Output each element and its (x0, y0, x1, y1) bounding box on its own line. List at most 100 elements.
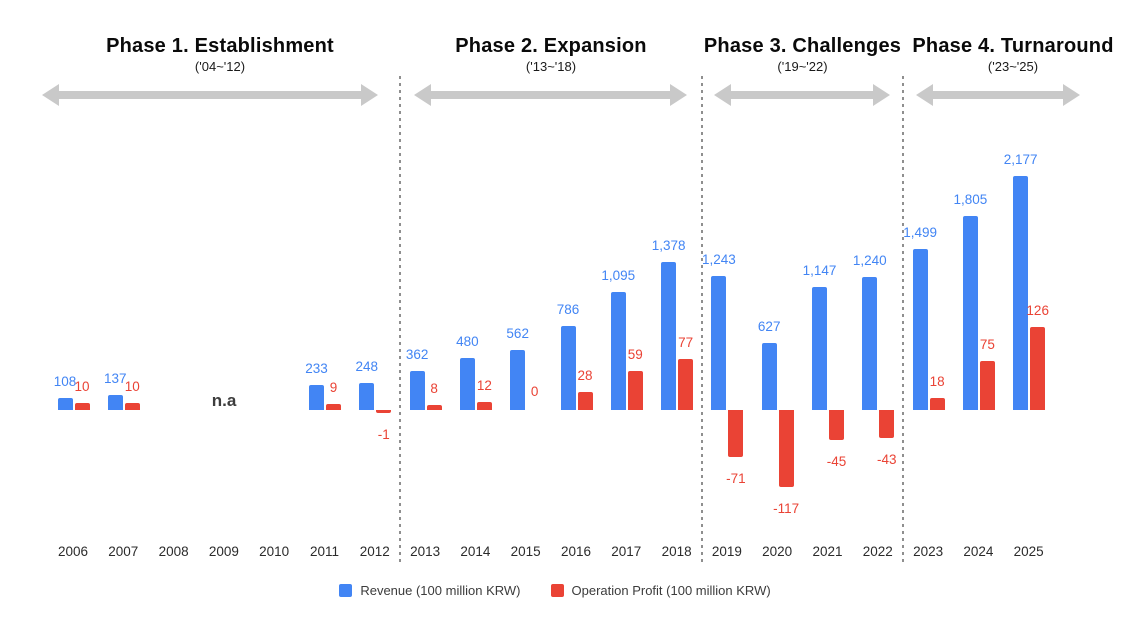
revenue-bar (57, 398, 73, 410)
revenue-bar (962, 215, 978, 410)
year-label: 2007 (108, 544, 139, 559)
revenue-bar (560, 325, 576, 410)
phase-title: Phase 4. Turnaround (912, 35, 1114, 57)
phase-separator (701, 76, 703, 565)
year-label: 2024 (963, 544, 994, 559)
profit-value-label: 12 (476, 378, 492, 394)
year-label: 2020 (762, 544, 793, 559)
year-label: 2022 (862, 544, 893, 559)
profit-value-label: 18 (929, 374, 945, 390)
year-label: 2013 (410, 544, 441, 559)
profit-bar (929, 398, 945, 410)
year-label: 2017 (611, 544, 642, 559)
profit-value-label: -117 (773, 501, 800, 517)
revenue-value-label: 627 (757, 318, 781, 334)
revenue-bar (1013, 175, 1029, 410)
year-label: 2019 (711, 544, 742, 559)
legend-item-operation-profit: Operation Profit (100 million KRW) (550, 583, 771, 598)
year-label: 2014 (460, 544, 491, 559)
revenue-value-label: 108 (53, 374, 77, 390)
profit-bar (326, 404, 341, 410)
profit-value-label: 75 (979, 336, 995, 352)
revenue-bar (107, 395, 123, 410)
legend-item-revenue: Revenue (100 million KRW) (339, 583, 521, 598)
phase-arrow-icon (714, 84, 890, 106)
year-label: 2023 (913, 544, 944, 559)
revenue-value-label: 786 (556, 301, 580, 317)
phase-range: ('04~'12) (194, 59, 246, 74)
year-label: 2021 (812, 544, 843, 559)
profit-value-label: 28 (577, 367, 593, 383)
profit-bar (979, 360, 995, 410)
year-label: 2006 (57, 544, 89, 559)
profit-bar (124, 403, 140, 410)
year-label: 2009 (208, 544, 239, 559)
revenue-value-label: 248 (355, 359, 379, 375)
profit-value-label: 9 (329, 380, 338, 396)
profit-bar (627, 371, 643, 410)
profit-value-label: 126 (1026, 302, 1049, 318)
revenue-value-label: 1,095 (601, 268, 636, 284)
year-label: 2010 (259, 544, 290, 559)
revenue-value-label: 233 (305, 360, 328, 376)
year-label: 2011 (309, 544, 340, 559)
revenue-value-label: 1,499 (903, 224, 937, 240)
operation-profit-swatch-icon (550, 584, 564, 597)
year-label: 2025 (1013, 544, 1044, 559)
profit-bar (74, 403, 90, 410)
profit-bar (728, 410, 744, 457)
profit-bar (678, 359, 694, 410)
profit-value-label: -45 (826, 453, 847, 469)
legend-label: Revenue (100 million KRW) (360, 583, 521, 598)
revenue-bar (812, 286, 827, 410)
na-annotation: n.a (211, 391, 237, 410)
phase-header-expansion: Phase 2. Expansion ('13~'18) (400, 34, 702, 106)
profit-bar (879, 410, 895, 439)
profit-bar (1030, 326, 1046, 410)
profit-value-label: -71 (726, 470, 746, 486)
revenue-bar (610, 292, 626, 410)
revenue-bar (459, 358, 475, 410)
phase-arrow-icon (42, 84, 378, 106)
phase-header-establishment: Phase 1. Establishment ('04~'12) (40, 34, 400, 106)
profit-value-label: 59 (627, 347, 643, 363)
phase-header-turnaround: Phase 4. Turnaround ('23~'25) (903, 34, 1123, 106)
year-label: 2012 (359, 544, 390, 559)
revenue-bar (309, 384, 324, 410)
revenue-bar (661, 261, 677, 410)
phase-range: ('13~'18) (525, 59, 577, 74)
revenue-bar (510, 349, 526, 410)
profit-value-label: 77 (678, 335, 694, 351)
revenue-value-label: 1,240 (852, 252, 887, 268)
phase-title: Phase 2. Expansion (455, 35, 647, 57)
phase-arrow-icon (414, 84, 687, 106)
profit-value-label: 10 (124, 379, 140, 395)
revenue-value-label: 2,177 (1003, 151, 1038, 167)
revenue-bar (359, 383, 375, 410)
revenue-bar (711, 276, 727, 410)
phase-range: ('23~'25) (987, 59, 1039, 74)
revenue-bar (409, 371, 425, 410)
revenue-value-label: 1,147 (802, 262, 837, 278)
revenue-bar (912, 248, 928, 410)
legend-label: Operation Profit (100 million KRW) (571, 583, 771, 598)
profit-bar (829, 410, 844, 440)
revenue-value-label: 137 (104, 371, 127, 387)
phase-header-challenges: Phase 3. Challenges ('19~'22) (702, 34, 903, 106)
revenue-value-label: 562 (506, 325, 529, 341)
legend: Revenue (100 million KRW) Operation Prof… (0, 583, 1110, 598)
profit-value-label: 10 (74, 379, 90, 395)
revenue-value-label: 1,378 (651, 237, 686, 253)
phase-separator (399, 76, 401, 565)
phase-separator (902, 76, 904, 565)
profit-bar (376, 410, 392, 413)
profit-value-label: -1 (377, 426, 390, 442)
phase-title: Phase 3. Challenges (703, 35, 902, 57)
profit-value-label: 8 (430, 380, 438, 396)
revenue-bar (761, 342, 777, 410)
revenue-swatch-icon (339, 584, 353, 597)
revenue-value-label: 480 (456, 334, 479, 350)
phase-arrow-icon (916, 84, 1080, 106)
phase-range: ('19~'22) (777, 59, 828, 74)
